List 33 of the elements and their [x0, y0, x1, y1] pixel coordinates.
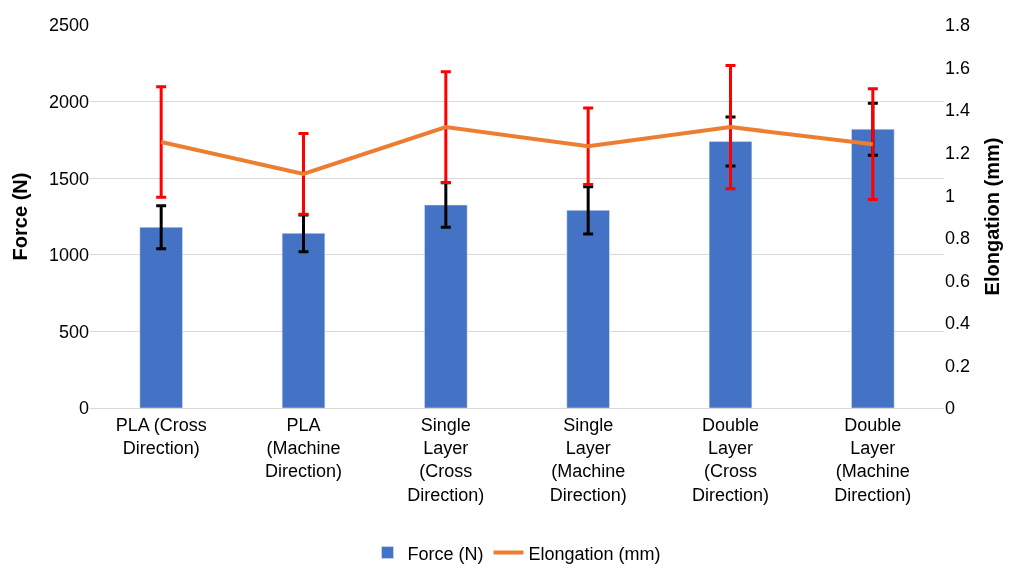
y-tick-label: 2500	[48, 15, 89, 36]
x-tick-label: Single Layer (Cross Direction)	[407, 414, 485, 505]
y2-axis-title: Elongation (mm)	[980, 137, 1003, 296]
x-tick-label: Double Layer (Machine Direction)	[834, 414, 912, 505]
y2-tick-label: 0.4	[945, 313, 971, 334]
y2-tick-label: 0	[945, 398, 956, 419]
x-tick-label: Single Layer (Machine Direction)	[549, 414, 627, 505]
y2-tick-label: 1.8	[945, 15, 971, 36]
bar	[139, 226, 183, 408]
y2-tick-label: 1.2	[945, 142, 971, 163]
y-tick-label: 1000	[48, 245, 89, 266]
bar	[281, 233, 326, 408]
y2-tick-label: 1.4	[945, 100, 971, 121]
y2-tick-label: 0.8	[945, 228, 971, 249]
legend-label: Force (N)	[407, 543, 484, 564]
bar	[566, 210, 610, 408]
y-axis-title: Force (N)	[9, 172, 32, 261]
y2-tick-label: 0.2	[945, 355, 971, 376]
y2-tick-label: 0.6	[945, 270, 971, 291]
bar	[708, 141, 753, 408]
y2-tick-label: 1	[945, 185, 956, 206]
line-series	[159, 125, 875, 176]
legend-label: Elongation (mm)	[528, 543, 661, 564]
y-tick-label: 500	[58, 321, 89, 342]
x-tick-label: PLA (Machine Direction)	[264, 414, 343, 482]
y2-tick-label: 1.6	[945, 57, 971, 78]
x-tick-label: PLA (Cross Direction)	[115, 414, 207, 458]
y-tick-label: 2000	[48, 91, 89, 112]
y-tick-label: 0	[78, 398, 89, 419]
x-tick-label: Double Layer (Cross Direction)	[691, 414, 770, 505]
bar	[424, 204, 468, 408]
bar	[851, 128, 895, 408]
y-tick-label: 1500	[48, 168, 89, 189]
